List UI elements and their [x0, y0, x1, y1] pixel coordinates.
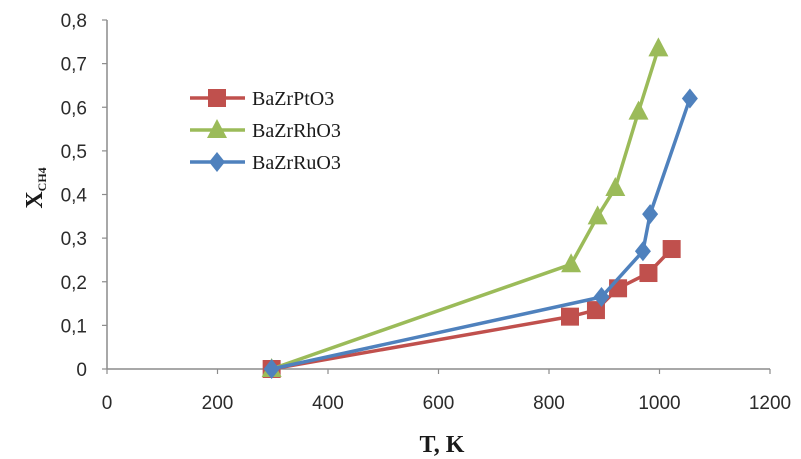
y-tick-label: 0,3	[61, 229, 87, 250]
legend-item: BaZrPtO3	[190, 88, 334, 110]
data-point	[593, 287, 610, 308]
data-point	[642, 204, 659, 225]
y-tick-label: 0,2	[61, 273, 87, 294]
data-point	[628, 100, 649, 120]
data-point	[587, 205, 608, 225]
y-tick-label: 0,5	[61, 142, 87, 163]
x-tick-label: 1000	[638, 393, 680, 414]
data-point	[648, 37, 669, 57]
y-tick-label: 0,6	[61, 98, 87, 119]
x-tick-label: 800	[533, 393, 565, 414]
series-layer	[261, 37, 698, 379]
data-point	[662, 240, 681, 259]
legend-item: BaZrRuO3	[190, 152, 341, 174]
y-axis-title-main: X	[22, 191, 48, 209]
legend: BaZrPtO3 BaZrRhO3 BaZrRuO3	[190, 88, 341, 174]
data-point	[609, 279, 628, 298]
legend-label: BaZrRhO3	[252, 120, 341, 142]
x-tick-label: 0	[102, 393, 113, 414]
y-tick-label: 0,7	[61, 55, 87, 76]
data-point	[605, 176, 626, 196]
series-line	[271, 47, 661, 371]
y-tick-label: 0,4	[61, 186, 88, 207]
data-point	[560, 307, 579, 326]
legend-marker	[209, 152, 225, 172]
y-tick-label: 0	[76, 360, 87, 381]
svg-text:XCH4: XCH4	[22, 167, 49, 208]
data-point	[263, 359, 280, 379]
x-tick-label: 600	[423, 393, 455, 414]
y-axis-title-sub: CH4	[35, 167, 49, 191]
series-line	[271, 247, 673, 371]
x-axis-title: T, K	[420, 432, 465, 458]
y-axis-title: XCH4	[22, 167, 49, 208]
legend-label: BaZrRuO3	[252, 152, 341, 174]
data-point	[639, 264, 658, 283]
x-tick-label: 1200	[749, 393, 791, 414]
legend-label: BaZrPtO3	[252, 88, 334, 110]
x-tick-label: 200	[202, 393, 234, 414]
series-bazrruo3	[263, 88, 698, 379]
legend-marker	[208, 89, 226, 107]
y-tick-label: 0,8	[61, 11, 87, 32]
legend-item: BaZrRhO3	[190, 119, 341, 142]
legend-marker	[207, 119, 227, 138]
x-tick-label: 400	[312, 393, 344, 414]
data-point	[634, 241, 651, 262]
data-point	[681, 88, 698, 109]
axes: 0 200 400 600 800 1000 1200 0 0,1 0,2 0,3 0,4 0,5 0,6…	[61, 11, 792, 414]
data-point	[561, 253, 582, 273]
y-tick-label: 0,1	[61, 316, 87, 337]
